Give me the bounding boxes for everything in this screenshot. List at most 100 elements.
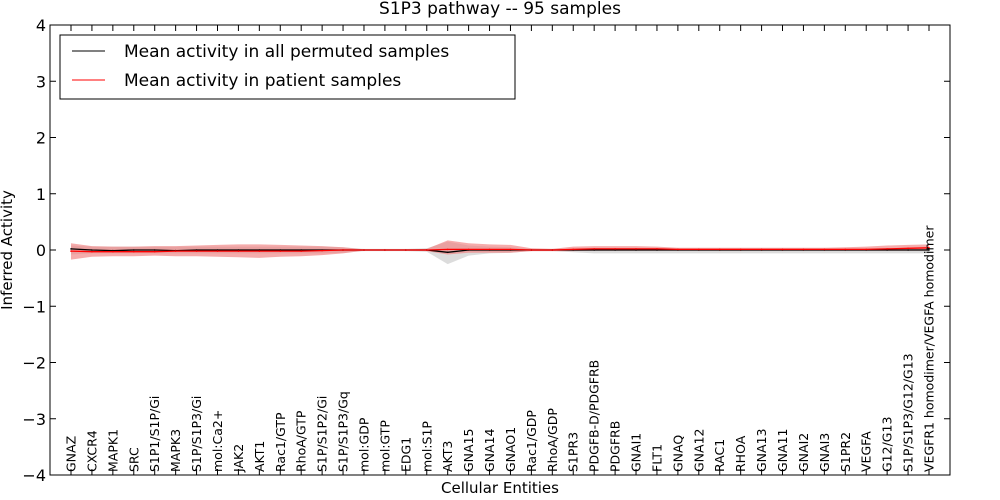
x-tick-label: G12/G13 [880, 417, 895, 472]
point-patient-22 [530, 249, 533, 251]
x-tick-label: AKT3 [440, 441, 455, 472]
y-tick-label: −1 [22, 297, 46, 316]
point-permuted-28 [656, 249, 658, 251]
point-permuted-9 [258, 249, 261, 251]
x-tick-label: CXCR4 [84, 430, 99, 472]
point-patient-18 [446, 248, 449, 251]
point-patient-0 [70, 250, 72, 252]
x-tick-label: GNAQ [670, 435, 685, 472]
y-axis-label: Inferred Activity [0, 190, 16, 310]
point-permuted-8 [237, 249, 240, 251]
plot-frame [49, 24, 951, 476]
x-tick-label: PDGFRB [608, 421, 623, 472]
x-tick-label: mol:GDP [357, 417, 372, 472]
x-tick-label: GNAZ [64, 436, 79, 472]
x-tick-label: GNAI1 [629, 433, 644, 472]
point-permuted-0 [70, 248, 72, 250]
point-patient-25 [593, 248, 595, 250]
x-tick-label: RAC1 [712, 439, 727, 472]
point-patient-3 [133, 250, 135, 253]
point-patient-19 [467, 248, 470, 251]
y-tick-label: −3 [22, 410, 46, 429]
point-patient-7 [216, 250, 219, 252]
legend-box [59, 34, 516, 100]
x-tick-label: GNAI2 [796, 433, 811, 472]
point-patient-24 [572, 248, 574, 251]
x-tick-label: GNA12 [691, 429, 706, 473]
point-patient-8 [237, 250, 240, 252]
point-patient-27 [635, 248, 637, 250]
x-tick-label: S1P1/S1P/Gi [147, 396, 162, 472]
x-tick-label: RhoA/GTP [294, 410, 309, 472]
x-axis-label: Cellular Entities [441, 479, 559, 497]
point-patient-41 [928, 247, 930, 249]
point-patient-26 [614, 248, 616, 250]
y-tick-label: 4 [36, 16, 46, 35]
point-permuted-1 [91, 249, 93, 251]
point-patient-28 [656, 248, 658, 250]
legend-label-permuted: Mean activity in all permuted samples [124, 42, 449, 62]
point-permuted-40 [907, 249, 909, 251]
x-tick-label: MAPK1 [105, 429, 120, 472]
point-patient-39 [886, 248, 888, 250]
x-tick-label: MAPK3 [168, 429, 183, 472]
y-tick-label: 3 [36, 72, 46, 91]
x-tick-label: PDGFB-D/PDGFRB [587, 360, 602, 472]
point-patient-16 [405, 249, 407, 251]
point-permuted-39 [886, 249, 888, 251]
point-patient-21 [509, 248, 512, 251]
point-permuted-7 [216, 249, 219, 251]
point-permuted-6 [195, 249, 198, 251]
point-patient-4 [153, 250, 156, 253]
point-patient-23 [551, 249, 554, 251]
y-tick-label: 1 [36, 185, 46, 204]
x-tick-label: GNA13 [754, 429, 769, 473]
y-tick-label: 0 [36, 241, 46, 260]
point-patient-9 [258, 250, 261, 252]
legend-label-patient: Mean activity in patient samples [124, 71, 401, 91]
x-tick-label: EDG1 [398, 437, 413, 472]
x-tick-label: RHOA [733, 435, 748, 472]
point-permuted-25 [593, 249, 595, 251]
point-patient-40 [907, 247, 909, 250]
y-tick-label: 2 [36, 129, 46, 148]
point-patient-1 [91, 250, 93, 253]
x-tick-label: mol:S1P [419, 421, 434, 472]
y-tick-label: −4 [22, 466, 46, 485]
point-permuted-26 [614, 249, 616, 251]
point-permuted-11 [300, 249, 303, 251]
x-tick-label: AKT1 [252, 441, 267, 472]
point-permuted-10 [279, 249, 282, 251]
point-permuted-3 [133, 249, 135, 251]
x-tick-label: mol:Ca2+ [210, 410, 225, 472]
x-tick-label: JAK2 [231, 444, 246, 473]
point-patient-11 [300, 250, 303, 252]
point-patient-38 [865, 248, 867, 251]
x-tick-label: GNA15 [461, 429, 476, 473]
x-tick-label: S1PR2 [838, 432, 853, 472]
point-patient-14 [363, 249, 365, 251]
point-patient-13 [342, 249, 344, 251]
point-patient-33 [760, 248, 763, 251]
x-tick-label: RhoA/GDP [545, 408, 560, 472]
x-tick-label: S1P/S1P2/Gi [315, 396, 330, 472]
x-tick-label: GNA14 [482, 428, 497, 472]
x-tick-label: S1P/S1P3/Gi [189, 396, 204, 472]
y-tick-label: −2 [22, 354, 46, 373]
legend: Mean activity in all permuted samples Me… [59, 34, 516, 100]
point-patient-31 [718, 248, 721, 251]
point-patient-12 [321, 249, 323, 252]
point-patient-6 [195, 250, 198, 252]
point-patient-35 [802, 248, 805, 251]
x-tick-label: mol:GTP [377, 420, 392, 472]
point-permuted-4 [153, 249, 156, 251]
series-lines [70, 247, 930, 254]
x-tick-label: GNA11 [775, 429, 790, 473]
point-permuted-41 [928, 249, 930, 251]
point-patient-17 [426, 249, 428, 251]
x-tick-label: S1PR3 [566, 432, 581, 472]
x-tick-label: GNAI3 [817, 433, 832, 472]
point-patient-36 [823, 248, 826, 251]
chart-title: S1P3 pathway -- 95 samples [379, 0, 621, 19]
